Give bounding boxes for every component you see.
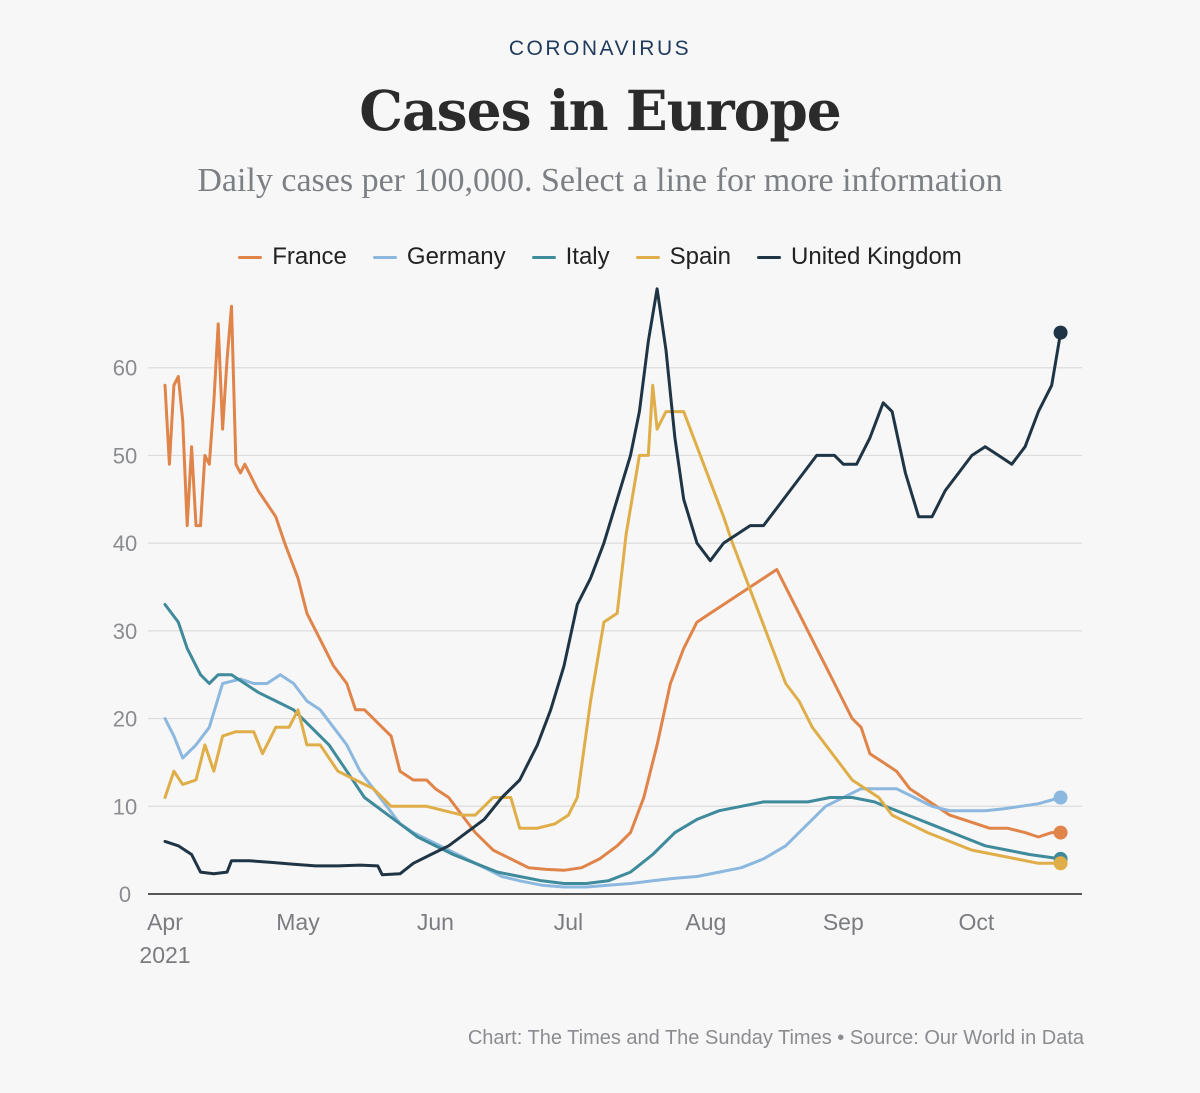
x-tick-label: May — [276, 909, 320, 935]
y-tick-label: 0 — [119, 882, 131, 907]
kicker: CORONAVIRUS — [508, 37, 692, 60]
chart-subtitle: Daily cases per 100,000. Select a line f… — [197, 162, 1003, 199]
legend-item-united-kingdom[interactable]: United Kingdom — [757, 243, 962, 271]
y-tick-label: 40 — [113, 531, 137, 556]
source-credit: Chart: The Times and The Sunday Times • … — [467, 1027, 1084, 1049]
series-line-italy[interactable] — [163, 603, 1063, 885]
x-tick-label: Jun — [417, 909, 454, 935]
x-tick-label: Aug — [685, 909, 726, 935]
legend-label: France — [272, 243, 347, 270]
x-tick-label: Oct — [958, 909, 994, 935]
series-line-united-kingdom[interactable] — [163, 287, 1063, 877]
y-tick-label: 20 — [113, 707, 137, 732]
legend-item-italy[interactable]: Italy — [531, 243, 610, 271]
y-tick-label: 30 — [113, 619, 137, 644]
x-tick-label: Apr — [147, 909, 183, 935]
legend-swatch — [757, 255, 782, 259]
series-line-spain[interactable] — [163, 383, 1063, 865]
legend-item-france[interactable]: France — [238, 243, 347, 271]
y-tick-label: 60 — [113, 356, 137, 381]
legend: France Germany Italy Spain United Kingdom — [0, 243, 1200, 271]
legend-item-spain[interactable]: Spain — [635, 243, 732, 271]
legend-label: Germany — [406, 243, 506, 270]
endpoint-dot-germany — [1053, 790, 1068, 805]
legend-swatch — [372, 255, 397, 259]
legend-label: Spain — [669, 243, 732, 270]
chart-title: Cases in Europe — [359, 78, 842, 143]
legend-swatch — [238, 255, 263, 259]
y-tick-label: 10 — [113, 794, 137, 819]
legend-label: Italy — [565, 243, 610, 270]
legend-item-germany[interactable]: Germany — [372, 243, 506, 271]
endpoint-dot-france — [1053, 825, 1068, 840]
x-tick-sublabel: 2021 — [139, 942, 190, 968]
legend-swatch — [635, 255, 660, 259]
series-line-germany[interactable] — [163, 673, 1063, 889]
endpoint-dot-united-kingdom — [1053, 325, 1068, 340]
endpoint-dot-spain — [1053, 856, 1068, 871]
legend-swatch — [531, 255, 556, 259]
legend-label: United Kingdom — [791, 243, 962, 270]
x-tick-label: Sep — [823, 909, 864, 935]
x-tick-label: Jul — [554, 909, 583, 935]
series-line-france[interactable] — [163, 304, 1063, 872]
y-tick-label: 50 — [113, 443, 137, 468]
